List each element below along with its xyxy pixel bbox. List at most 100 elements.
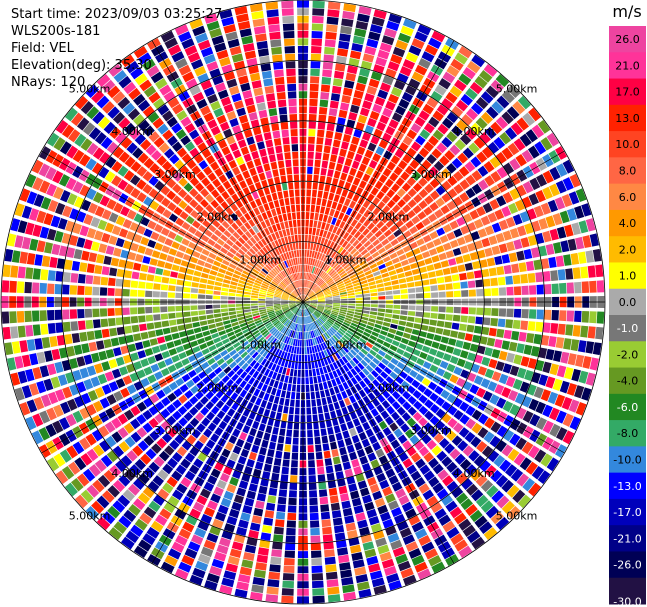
velocity-gate bbox=[340, 294, 348, 297]
velocity-gate bbox=[557, 269, 566, 281]
velocity-gate bbox=[446, 526, 460, 539]
velocity-gate bbox=[402, 574, 417, 586]
velocity-gate bbox=[325, 24, 338, 33]
velocity-gate bbox=[120, 455, 133, 467]
velocity-gate bbox=[552, 242, 562, 254]
velocity-gate bbox=[317, 294, 325, 298]
velocity-gate bbox=[308, 281, 313, 289]
velocity-gate bbox=[297, 302, 303, 308]
velocity-gate bbox=[542, 404, 553, 418]
velocity-gate bbox=[458, 427, 470, 438]
velocity-gate bbox=[401, 412, 412, 422]
velocity-gate bbox=[432, 463, 444, 475]
velocity-gate bbox=[225, 197, 234, 206]
velocity-gate bbox=[309, 83, 319, 92]
velocity-gate bbox=[578, 370, 589, 384]
velocity-gate bbox=[297, 280, 301, 288]
velocity-gate bbox=[524, 222, 534, 235]
velocity-gate bbox=[502, 400, 514, 413]
velocity-gate bbox=[421, 51, 435, 63]
velocity-gate bbox=[232, 255, 241, 263]
velocity-gate bbox=[377, 49, 390, 60]
velocity-gate bbox=[383, 27, 397, 39]
velocity-gate bbox=[298, 302, 303, 308]
velocity-gate bbox=[291, 144, 299, 152]
velocity-gate bbox=[152, 494, 165, 506]
velocity-gate bbox=[145, 282, 154, 290]
velocity-gate bbox=[340, 25, 353, 35]
velocity-gate bbox=[269, 284, 277, 289]
velocity-gate bbox=[381, 400, 391, 409]
velocity-gate bbox=[317, 122, 326, 130]
velocity-gate bbox=[386, 189, 396, 199]
velocity-gate bbox=[429, 190, 440, 201]
velocity-gate bbox=[301, 279, 303, 287]
velocity-gate bbox=[548, 256, 557, 268]
velocity-gate bbox=[252, 225, 260, 234]
velocity-gate bbox=[228, 311, 237, 316]
velocity-gate bbox=[239, 259, 247, 267]
velocity-gate bbox=[246, 490, 257, 500]
velocity-gate bbox=[434, 385, 444, 395]
velocity-gate bbox=[445, 500, 458, 513]
velocity-gate bbox=[327, 215, 333, 224]
velocity-gate bbox=[178, 417, 188, 427]
velocity-gate bbox=[338, 312, 346, 317]
velocity-gate bbox=[376, 375, 385, 384]
velocity-gate bbox=[399, 224, 408, 233]
velocity-gate bbox=[524, 369, 534, 382]
velocity-gate bbox=[430, 501, 443, 514]
velocity-gate bbox=[334, 264, 341, 271]
velocity-gate bbox=[310, 297, 317, 300]
velocity-gate bbox=[154, 192, 165, 203]
velocity-gate bbox=[481, 356, 491, 367]
velocity-gate bbox=[202, 376, 211, 385]
velocity-gate bbox=[108, 358, 118, 369]
velocity-gate bbox=[349, 50, 362, 60]
velocity-gate bbox=[181, 373, 191, 383]
velocity-gate bbox=[349, 490, 360, 500]
velocity-gate bbox=[467, 316, 476, 324]
velocity-gate bbox=[397, 32, 411, 44]
velocity-gate bbox=[310, 535, 321, 543]
velocity-gate bbox=[424, 44, 439, 56]
velocity-gate bbox=[45, 423, 57, 438]
velocity-gate bbox=[235, 293, 244, 297]
velocity-gate bbox=[188, 369, 197, 378]
velocity-gate bbox=[256, 141, 266, 150]
velocity-gate bbox=[560, 240, 570, 253]
velocity-gate bbox=[393, 262, 402, 269]
velocity-gate bbox=[218, 330, 227, 336]
velocity-gate bbox=[234, 5, 248, 16]
velocity-gate bbox=[482, 317, 491, 326]
velocity-gate bbox=[166, 190, 177, 201]
velocity-gate bbox=[284, 236, 289, 244]
velocity-gate bbox=[313, 429, 320, 437]
velocity-gate bbox=[288, 303, 296, 305]
velocity-gate bbox=[266, 295, 274, 298]
velocity-gate bbox=[305, 204, 311, 212]
velocity-gate bbox=[118, 474, 131, 487]
velocity-gate bbox=[128, 87, 141, 101]
velocity-gate bbox=[187, 541, 201, 552]
velocity-gate bbox=[275, 373, 282, 381]
velocity-gate bbox=[358, 224, 366, 233]
velocity-gate bbox=[347, 341, 354, 349]
velocity-gate bbox=[354, 288, 362, 293]
velocity-gate bbox=[249, 359, 257, 368]
velocity-gate bbox=[256, 102, 267, 111]
velocity-gate bbox=[97, 116, 111, 130]
velocity-gate bbox=[92, 444, 105, 457]
velocity-gate bbox=[117, 165, 129, 177]
velocity-gate bbox=[464, 333, 473, 342]
velocity-gate bbox=[90, 216, 101, 228]
velocity-gate bbox=[516, 473, 530, 487]
velocity-gate bbox=[88, 127, 102, 140]
velocity-gate bbox=[207, 422, 217, 432]
velocity-gate bbox=[471, 422, 483, 434]
velocity-gate bbox=[418, 417, 428, 427]
velocity-gate bbox=[449, 374, 459, 384]
velocity-gate bbox=[426, 332, 435, 340]
velocity-gate bbox=[369, 24, 383, 34]
velocity-gate bbox=[575, 401, 587, 416]
